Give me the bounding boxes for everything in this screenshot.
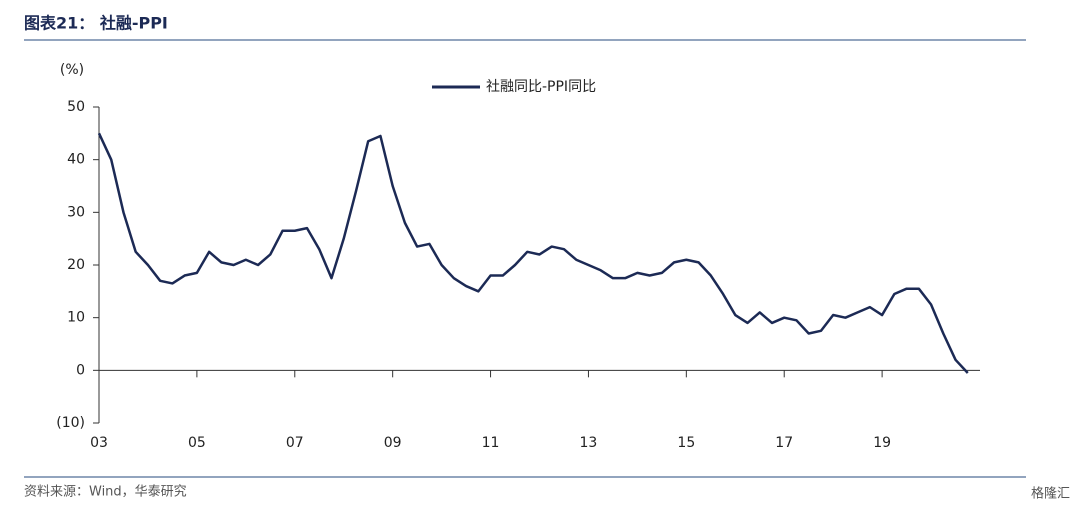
y-axis-label: (%) [60, 62, 84, 78]
watermark: 格隆汇 [1031, 486, 1070, 502]
y-tick-label: 30 [67, 204, 85, 220]
x-tick-label: 11 [482, 435, 500, 451]
chart-title: 图表21： 社融-PPI [24, 14, 168, 33]
y-tick-label: 0 [76, 362, 85, 378]
legend-label: 社融同比-PPI同比 [486, 79, 596, 95]
line-series [97, 132, 969, 374]
x-tick-label: 07 [286, 435, 304, 451]
x-tick-label: 15 [677, 435, 695, 451]
y-tick-label: (10) [56, 415, 85, 431]
y-tick-label: 20 [67, 257, 85, 273]
y-tick-label: 40 [67, 152, 85, 168]
y-tick-label: 50 [67, 99, 85, 115]
x-tick-label: 03 [90, 435, 108, 451]
x-tick-label: 13 [580, 435, 598, 451]
x-tick-label: 09 [384, 435, 402, 451]
y-tick-label: 10 [67, 310, 85, 326]
source: 资料来源：Wind，华泰研究 [24, 485, 187, 500]
x-tick-label: 05 [188, 435, 206, 451]
x-tick-label: 19 [873, 435, 891, 451]
x-tick-label: 17 [775, 435, 793, 451]
